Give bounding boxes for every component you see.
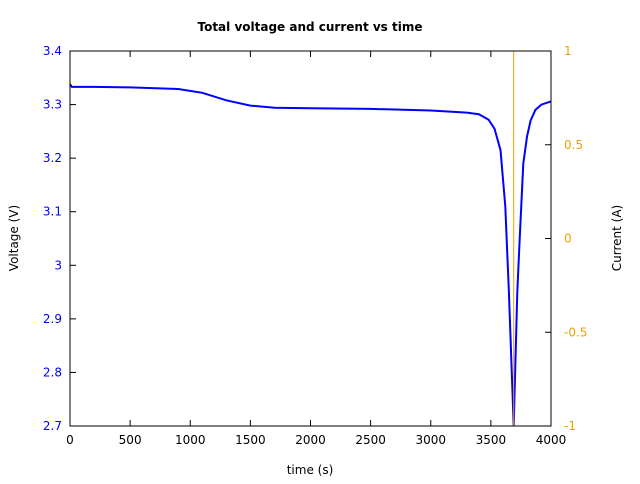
x-axis-label: time (s) — [287, 463, 334, 477]
x-tick-label: 3500 — [476, 433, 507, 447]
y2-tick-label: 1 — [564, 44, 572, 58]
y2-tick-label: 0 — [564, 232, 572, 246]
y-tick-label: 3 — [54, 258, 62, 272]
x-tick-label: 4000 — [536, 433, 567, 447]
series-line-voltage — [69, 83, 552, 427]
x-tick-label: 2000 — [295, 433, 326, 447]
x-tick-label: 2500 — [355, 433, 386, 447]
x-tick-label: 1500 — [235, 433, 266, 447]
plot-frame — [69, 50, 552, 427]
x-tick-label: 1000 — [175, 433, 206, 447]
chart-title: Total voltage and current vs time — [197, 20, 422, 34]
y-tick-label: 2.9 — [43, 312, 62, 326]
x-tick-label: 500 — [119, 433, 142, 447]
y-tick-label: 3.4 — [43, 44, 62, 58]
y-axis-label: Voltage (V) — [7, 205, 21, 271]
x-tick-label: 3000 — [415, 433, 446, 447]
y-tick-label: 3.3 — [43, 98, 62, 112]
y-tick-label: 3.1 — [43, 205, 62, 219]
y2-tick-label: 0.5 — [564, 138, 583, 152]
y2-tick-label: -1 — [564, 419, 576, 433]
x-tick-label: 0 — [66, 433, 74, 447]
y-tick-label: 2.8 — [43, 365, 62, 379]
y2-axis-label: Current (A) — [610, 205, 624, 271]
y-tick-label: 3.2 — [43, 151, 62, 165]
y2-tick-label: -0.5 — [564, 325, 587, 339]
y-tick-label: 2.7 — [43, 419, 62, 433]
